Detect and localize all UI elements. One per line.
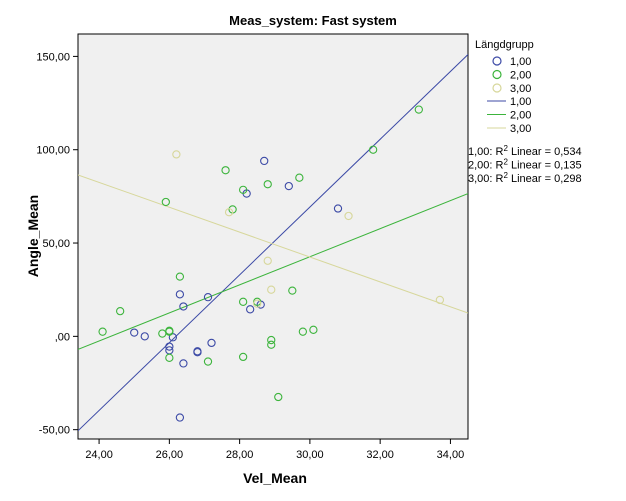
legend: 1,002,003,001,002,003,00 [487,56,531,135]
data-series [172,150,445,308]
data-point [175,272,185,281]
legend-entry-label: 3,00 [510,83,531,95]
data-point [116,307,125,316]
r2-annotation: 1,00: R2 Linear = 0,534 [468,144,582,158]
y-tick-label: 150,00 [36,51,70,63]
y-tick-label: 100,00 [36,145,70,157]
data-point [179,359,188,368]
legend-entry-label: 2,00 [510,70,531,82]
x-tick-label: 34,00 [437,449,465,461]
data-point [333,204,343,213]
data-point [238,352,248,362]
fit-line [78,54,468,432]
data-point [179,302,188,311]
data-point [140,332,149,341]
x-tick-label: 24,00 [85,449,113,461]
legend-entry-label: 1,00 [510,56,531,68]
data-point [274,392,283,402]
data-point [267,335,276,345]
data-point [295,173,304,182]
x-tick-label: 26,00 [156,449,184,461]
data-point [253,299,262,308]
data-point [368,145,378,154]
data-point [161,197,170,207]
data-point [172,150,181,159]
data-point [246,305,255,314]
r2-annotation: 2,00: R2 Linear = 0,135 [468,158,582,172]
data-point [130,328,139,337]
r2-annotation: 3,00: R2 Linear = 0,298 [468,171,582,185]
y-axis-label: Angle_Mean [25,195,41,277]
x-tick-label: 32,00 [366,449,394,461]
data-point [260,156,269,166]
plot-background [77,33,469,440]
data-point [165,353,174,362]
plot-area: 24,00 26,00 28,00 30,00 32,00 34,00 -50,00 ,00 5… [36,33,469,461]
y-tick-label: ,00 [55,331,70,343]
fit-line [78,174,468,314]
data-point [414,105,423,114]
data-point [263,180,272,189]
data-point [203,293,213,302]
data-point [203,357,213,366]
data-point [298,327,308,336]
data-point [238,185,248,194]
fit-line [78,193,468,350]
data-point [224,208,234,217]
fit-lines [78,54,468,432]
data-point [309,325,318,334]
data-point [193,347,202,356]
data-point [175,413,185,422]
data-series [98,105,423,402]
chart-title: Meas_system: Fast system [229,13,397,28]
data-point [344,211,353,221]
data-point [175,290,185,299]
legend-marker [492,56,502,66]
data-point [284,181,293,191]
data-point [221,166,230,175]
data-point [435,295,445,305]
legend-marker [492,83,502,93]
x-tick-label: 28,00 [226,449,254,461]
data-point [207,338,216,348]
legend-title: Längdgrupp [475,39,534,51]
y-tick-label: -50,00 [39,425,70,437]
data-point [238,297,248,306]
legend-fit-label: 1,00 [510,96,531,108]
legend-fit-label: 2,00 [510,110,531,122]
legend-fit-label: 3,00 [510,123,531,135]
y-tick-label: 50,00 [42,238,70,250]
data-point [267,285,276,294]
legend-marker [492,69,502,80]
data-point [267,340,276,349]
data-point [165,326,174,335]
data-point [165,342,174,351]
data-point [98,327,107,336]
data-point [263,256,272,265]
data-point [288,286,297,295]
x-tick-label: 30,00 [296,449,324,461]
x-axis-label: Vel_Mean [243,470,307,486]
